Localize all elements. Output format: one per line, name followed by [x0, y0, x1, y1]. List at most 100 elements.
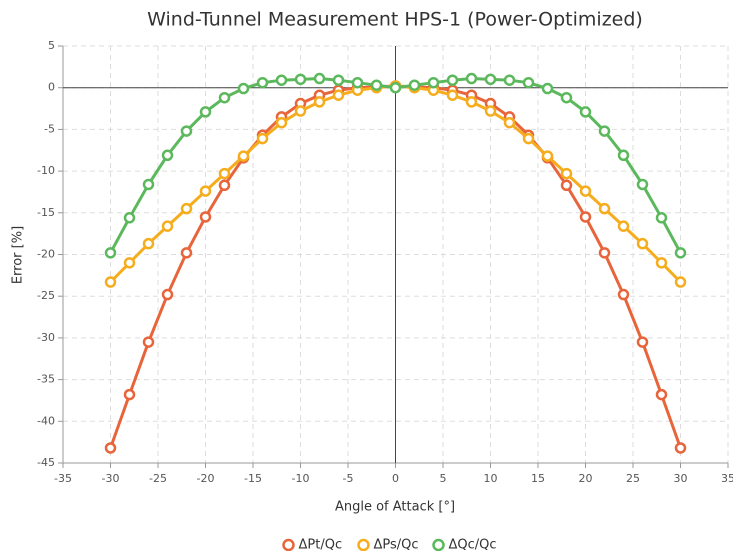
legend-label: ΔPs/Qc [374, 538, 419, 551]
y-tick-label: 0 [48, 81, 55, 94]
series-marker [560, 167, 573, 180]
series-marker [408, 79, 421, 91]
series-marker [389, 81, 402, 94]
series-marker [522, 76, 535, 89]
x-tick-label: -30 [102, 472, 120, 485]
series-marker [104, 442, 117, 454]
series-marker [142, 178, 155, 191]
series-marker [199, 211, 212, 223]
x-tick-label: 25 [626, 472, 640, 485]
series-marker [465, 72, 478, 85]
series-marker [484, 73, 497, 86]
series-marker [370, 79, 383, 91]
x-tick-label: -25 [149, 472, 167, 485]
y-tick-label: -25 [37, 289, 55, 302]
y-axis-label: Error [%] [11, 226, 26, 284]
series-marker [237, 150, 250, 162]
series-marker [294, 73, 307, 86]
series-marker [256, 132, 269, 145]
legend-marker [357, 538, 370, 551]
series-marker [674, 276, 687, 288]
series-marker [636, 237, 649, 250]
x-tick-label: 20 [579, 472, 593, 485]
series-marker [655, 212, 668, 224]
series-marker [579, 211, 592, 223]
series-marker [541, 150, 554, 162]
y-tick-label: -35 [37, 373, 55, 386]
chart-title: Wind-Tunnel Measurement HPS-1 (Power-Opt… [147, 9, 643, 31]
x-tick-label: 0 [392, 472, 399, 485]
legend-label: ΔQc/Qc [449, 538, 497, 551]
series-marker [275, 116, 288, 129]
x-tick-label: -10 [292, 472, 310, 485]
y-tick-label: 5 [48, 39, 55, 52]
series-marker [161, 288, 174, 301]
series-marker [446, 74, 459, 86]
series-marker [446, 89, 459, 101]
series-marker [579, 106, 592, 118]
x-tick-label: -20 [197, 472, 215, 485]
series-marker [218, 167, 231, 180]
series-marker [598, 125, 611, 137]
series-marker [522, 132, 535, 145]
series-marker [427, 76, 440, 89]
series-marker [104, 276, 117, 288]
series-marker [560, 91, 573, 104]
series-marker [218, 179, 231, 192]
series-marker [503, 74, 516, 86]
legend-marker [282, 538, 295, 551]
series-marker [484, 105, 497, 117]
series-marker [332, 89, 345, 101]
series-marker [636, 336, 649, 348]
series-marker [617, 288, 630, 301]
y-tick-label: -40 [37, 414, 55, 427]
x-tick-label: 15 [531, 472, 545, 485]
series-marker [313, 96, 326, 108]
series-marker [503, 116, 516, 129]
series-marker [655, 257, 668, 269]
series-marker [313, 72, 326, 85]
series-marker [465, 96, 478, 108]
series-marker [142, 237, 155, 250]
series-marker [541, 82, 554, 95]
series-marker [256, 76, 269, 89]
series-marker [123, 212, 136, 224]
legend-label: ΔPt/Qc [299, 538, 343, 551]
series-marker [123, 257, 136, 269]
series-marker [294, 105, 307, 117]
series-marker [655, 388, 668, 401]
series-marker [218, 91, 231, 104]
series-marker [332, 74, 345, 86]
series-marker [674, 247, 687, 259]
x-axis-label: Angle of Attack [°] [335, 500, 455, 515]
series-marker [617, 149, 630, 162]
series-marker [180, 247, 193, 259]
series-marker [636, 178, 649, 191]
series-marker [351, 76, 364, 89]
legend-marker [432, 538, 445, 551]
series-marker [275, 74, 288, 86]
series-marker [180, 202, 193, 215]
series-marker [142, 336, 155, 348]
x-tick-label: -5 [343, 472, 354, 485]
y-tick-label: -30 [37, 331, 55, 344]
x-tick-label: 10 [484, 472, 498, 485]
series-marker [161, 149, 174, 162]
x-tick-label: 30 [674, 472, 688, 485]
y-tick-label: -20 [37, 248, 55, 261]
series-marker [104, 247, 117, 259]
series-marker [180, 125, 193, 137]
x-tick-label: 35 [721, 472, 733, 485]
x-tick-label: 5 [440, 472, 447, 485]
y-tick-label: -5 [44, 122, 55, 135]
series-marker [199, 185, 212, 197]
series-marker [674, 442, 687, 454]
series-marker [598, 202, 611, 215]
y-tick-label: -45 [37, 456, 55, 469]
y-tick-label: -15 [37, 206, 55, 219]
series-marker [199, 106, 212, 118]
x-tick-label: -35 [54, 472, 72, 485]
series-marker [123, 388, 136, 401]
series-marker [161, 220, 174, 232]
